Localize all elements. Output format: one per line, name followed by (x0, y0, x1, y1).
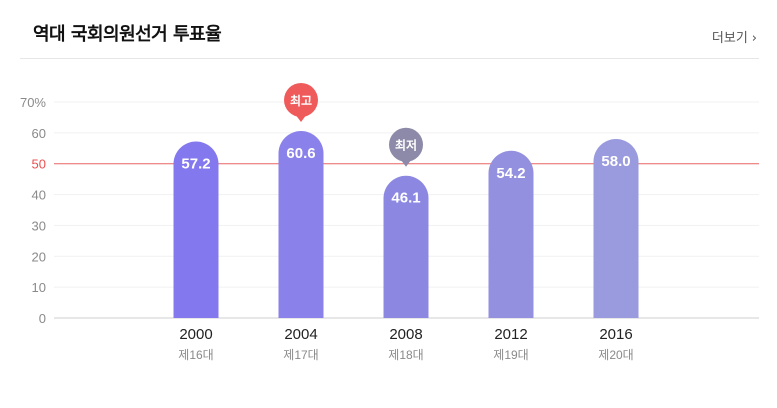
y-tick-label: 10 (32, 280, 46, 295)
bar (488, 150, 534, 318)
badge-bubble (284, 83, 318, 118)
more-link[interactable]: 더보기 › (712, 27, 757, 46)
bar-value-label: 60.6 (286, 145, 315, 162)
y-tick-label: 20 (32, 249, 46, 264)
badge-pointer (295, 114, 307, 123)
y-tick-label: 0 (39, 311, 46, 326)
bar (383, 175, 429, 318)
x-sub-label: 제18대 (388, 348, 423, 362)
chevron-right-icon: › (751, 31, 757, 46)
x-category-label: 2000 (179, 326, 212, 343)
y-tick-label: 60 (32, 126, 46, 141)
x-category-label: 2004 (284, 326, 317, 343)
x-sub-label: 제17대 (283, 348, 318, 362)
y-tick-label: 70% (20, 95, 46, 110)
header-divider (20, 58, 759, 59)
x-category-label: 2012 (494, 326, 527, 343)
badge-bubble (389, 127, 423, 162)
x-category-label: 2016 (599, 326, 632, 343)
x-sub-label: 제20대 (598, 348, 633, 362)
y-tick-label: 50 (32, 157, 46, 172)
x-sub-label: 제19대 (493, 348, 528, 362)
badge-label: 최저 (395, 138, 417, 153)
badge-pointer (400, 158, 412, 167)
x-category-label: 2008 (389, 326, 422, 343)
page-title: 역대 국회의원선거 투표율 (33, 24, 222, 45)
y-tick-label: 40 (32, 188, 46, 203)
bar (593, 139, 639, 318)
bar (278, 131, 324, 318)
bar-value-label: 46.1 (391, 190, 420, 207)
badge-label: 최고 (290, 93, 312, 108)
bar-value-label: 54.2 (496, 165, 525, 182)
bar (173, 141, 219, 318)
x-sub-label: 제16대 (178, 348, 213, 362)
y-tick-label: 30 (32, 218, 46, 233)
more-label: 더보기 (711, 31, 748, 46)
bar-value-label: 57.2 (181, 155, 210, 172)
bar-value-label: 58.0 (601, 153, 630, 170)
